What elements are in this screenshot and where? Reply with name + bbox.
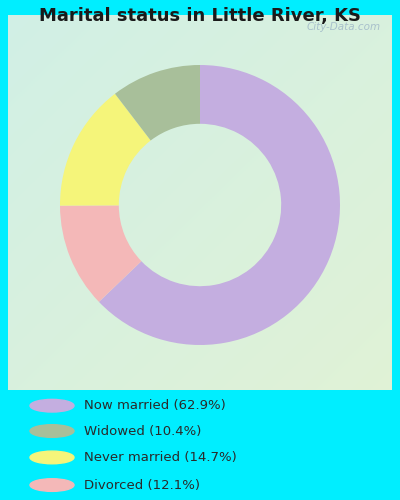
Wedge shape: [115, 65, 200, 140]
Text: Divorced (12.1%): Divorced (12.1%): [84, 478, 200, 492]
Wedge shape: [60, 94, 151, 206]
Circle shape: [30, 478, 74, 492]
Text: Now married (62.9%): Now married (62.9%): [84, 399, 226, 412]
Circle shape: [30, 400, 74, 412]
Wedge shape: [99, 65, 340, 345]
Text: City-Data.com: City-Data.com: [306, 22, 380, 32]
Wedge shape: [60, 206, 141, 302]
Circle shape: [30, 451, 74, 464]
Circle shape: [30, 424, 74, 438]
Text: Widowed (10.4%): Widowed (10.4%): [84, 424, 201, 438]
Text: Marital status in Little River, KS: Marital status in Little River, KS: [39, 8, 361, 26]
Text: Never married (14.7%): Never married (14.7%): [84, 451, 237, 464]
